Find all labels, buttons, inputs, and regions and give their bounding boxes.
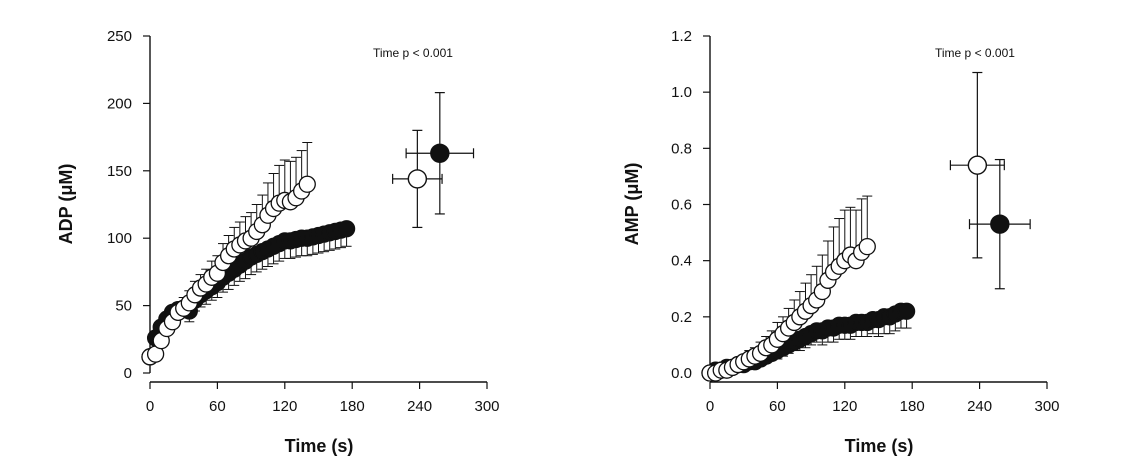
adp-x-tick-label: 180	[340, 398, 365, 415]
amp-y-tick-label: 0.2	[671, 309, 692, 326]
amp-x-tick-label: 240	[967, 398, 992, 415]
adp-open-point	[298, 175, 316, 193]
adp-y-tick-label: 50	[115, 298, 132, 315]
amp-filled-mean-point	[990, 214, 1010, 234]
amp-x-tick-label: 300	[1034, 398, 1059, 415]
adp-open-mean-point	[407, 169, 428, 189]
amp-open-mean-point	[967, 155, 988, 175]
adp-x-tick-label: 300	[474, 398, 499, 415]
adp-x-tick-label: 0	[146, 398, 154, 415]
adp-x-tick-label: 120	[272, 398, 297, 415]
adp-y-tick-label: 0	[124, 365, 132, 382]
amp-x-axis-title: Time (s)	[845, 436, 914, 456]
adp-chart: Time p < 0.001 Time (s) ADP (μM) 0 50 100 1…	[56, 28, 500, 456]
amp-y-tick-label: 0.0	[671, 365, 692, 382]
adp-filled-point	[337, 220, 356, 238]
amp-y-tick-label: 0.8	[671, 140, 692, 157]
adp-filled-mean-point	[430, 143, 450, 163]
amp-chart: Time p < 0.001 Time (s) AMP (μM) 0.0 0.2 0…	[622, 28, 1060, 456]
adp-y-tick-label: 200	[107, 95, 132, 112]
amp-filled-point	[897, 302, 916, 320]
amp-annotation: Time p < 0.001	[935, 46, 1015, 60]
amp-y-tick-label: 1.2	[671, 28, 692, 45]
amp-x-tick-label: 0	[706, 398, 714, 415]
adp-x-tick-label: 240	[407, 398, 432, 415]
amp-y-tick-label: 0.6	[671, 197, 692, 214]
amp-x-tick-label: 120	[832, 398, 857, 415]
adp-y-axis-title: ADP (μM)	[56, 164, 76, 245]
adp-y-tick-label: 100	[107, 230, 132, 247]
adp-y-tick-label: 250	[107, 28, 132, 45]
adp-x-axis-title: Time (s)	[285, 436, 354, 456]
adp-y-tick-label: 150	[107, 163, 132, 180]
amp-x-tick-label: 60	[769, 398, 786, 415]
amp-y-axis-title: AMP (μM)	[622, 163, 642, 246]
adp-x-tick-label: 60	[209, 398, 226, 415]
adp-annotation: Time p < 0.001	[373, 46, 453, 60]
amp-y-tick-label: 0.4	[671, 253, 692, 270]
amp-x-tick-label: 180	[900, 398, 925, 415]
amp-y-tick-label: 1.0	[671, 84, 692, 101]
amp-open-point	[858, 237, 876, 256]
